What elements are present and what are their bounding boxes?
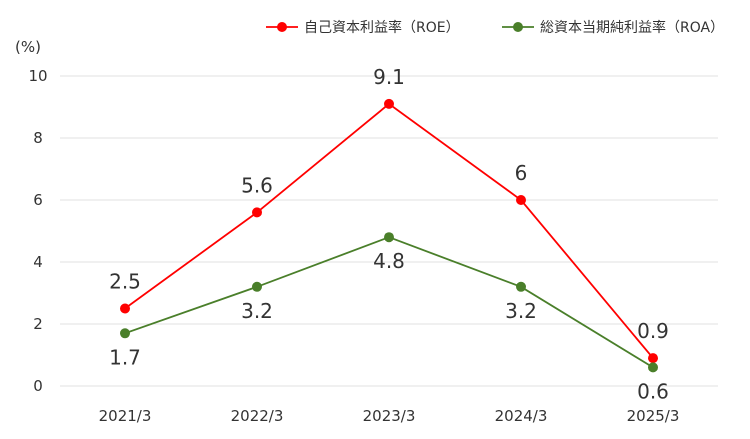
- data-label: 0.9: [637, 319, 669, 343]
- data-point: [252, 207, 262, 218]
- data-point: [516, 281, 526, 292]
- data-label: 3.2: [505, 299, 537, 323]
- y-tick-label: 4: [33, 253, 43, 271]
- gridlines: [60, 75, 718, 387]
- data-label: 1.7: [109, 345, 141, 369]
- legend-marker: [277, 22, 287, 32]
- series-points: [120, 98, 658, 373]
- data-point: [384, 232, 394, 243]
- legend-label: 総資本当期純利益率（ROA）: [540, 19, 724, 36]
- data-point: [516, 195, 526, 205]
- y-axis-unit-label: (%): [15, 38, 41, 56]
- x-tick-label: 2021/3: [99, 407, 152, 425]
- y-axis-ticks: 0 2 4 6 8 10: [28, 67, 47, 395]
- data-label: 9.1: [373, 65, 405, 89]
- data-point: [384, 98, 394, 109]
- data-point: [120, 328, 130, 339]
- data-label: 5.6: [241, 173, 273, 197]
- y-tick-label: 2: [33, 315, 43, 333]
- x-axis-ticks: 2021/3 2022/3 2023/3 2024/3 2025/3: [99, 407, 680, 425]
- legend-label: 自己資本利益率（ROE）: [304, 19, 460, 36]
- y-tick-label: 0: [33, 377, 43, 395]
- legend-marker: [513, 22, 523, 32]
- data-label: 3.2: [241, 299, 273, 323]
- data-point: [252, 281, 262, 292]
- x-tick-label: 2024/3: [495, 407, 548, 425]
- x-tick-label: 2023/3: [363, 407, 416, 425]
- y-tick-label: 10: [28, 67, 47, 85]
- data-label: 6: [515, 161, 528, 185]
- data-point: [648, 353, 658, 364]
- data-point: [648, 362, 658, 373]
- data-labels: 2.5 5.6 9.1 6 0.9 1.7 3.2 4.8 3.2 0.6: [109, 65, 669, 403]
- y-tick-label: 6: [33, 191, 43, 209]
- legend: 自己資本利益率（ROE） 総資本当期純利益率（ROA）: [266, 19, 724, 36]
- x-tick-label: 2025/3: [627, 407, 680, 425]
- y-tick-label: 8: [33, 129, 43, 147]
- x-tick-label: 2022/3: [231, 407, 284, 425]
- data-label: 4.8: [373, 249, 405, 273]
- data-label: 0.6: [637, 379, 669, 403]
- data-label: 2.5: [109, 270, 141, 294]
- data-point: [120, 303, 130, 314]
